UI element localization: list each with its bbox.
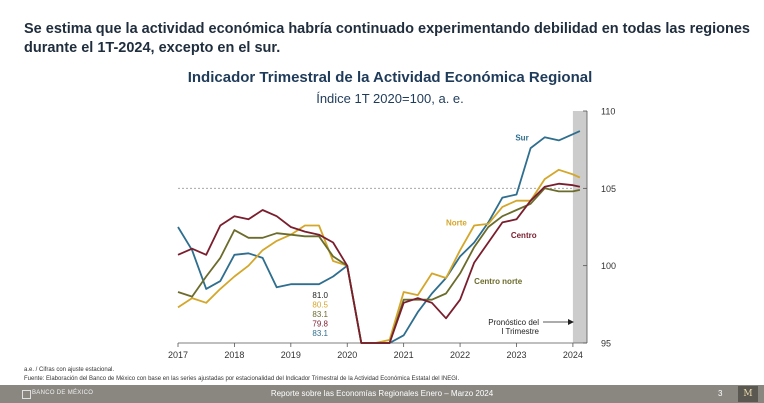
forecast-band: [572, 111, 587, 343]
y-tick-label-2: 105: [601, 184, 616, 194]
forecast-label-line2: I Trimestre: [501, 327, 539, 336]
page-number: 3: [718, 389, 723, 398]
y-tick-label-0: 95: [601, 339, 611, 349]
bank-logo-icon: M: [738, 386, 758, 402]
footer-report-title: Reporte sobre las Economías Regionales E…: [270, 389, 494, 398]
y-tick-label-3: 110: [601, 107, 615, 117]
x-tick-label-5: 2022: [450, 350, 470, 360]
drop-value-2: 83.1: [312, 310, 328, 319]
x-tick-label-4: 2021: [394, 350, 414, 360]
series-label-sur: Sur: [515, 133, 528, 142]
drop-value-4: 83.1: [312, 329, 328, 338]
chart-title-text: Indicador Trimestral de la Actividad Eco…: [187, 69, 593, 86]
forecast-arrow-head: [568, 319, 574, 325]
chart-title: Indicador Trimestral de la Actividad Eco…: [0, 69, 764, 86]
drop-value-0: 81.0: [312, 291, 328, 300]
drop-value-1: 80.5: [312, 301, 328, 310]
chart-subtitle-text: Índice 1T 2020=100, a. e.: [316, 91, 464, 106]
forecast-label-line1: Pronóstico del: [488, 318, 539, 327]
drop-value-3: 79.8: [312, 320, 328, 329]
x-tick-label-1: 2018: [224, 350, 244, 360]
chart-subtitle: Índice 1T 2020=100, a. e.: [0, 91, 764, 106]
note-abbreviation: a.e. / Cifras con ajuste estacional.: [24, 367, 115, 373]
series-line-norte: [177, 168, 581, 344]
x-tick-label-0: 2017: [168, 350, 188, 360]
chart-notes: a.e. / Cifras con ajuste estacional. Fue…: [24, 366, 459, 384]
series-label-centro: Centro: [511, 231, 537, 240]
series-line-centro: [177, 182, 581, 344]
note-source: Fuente: Elaboración del Banco de México …: [24, 376, 460, 382]
x-tick-label-6: 2023: [506, 350, 526, 360]
series-label-centro-norte: Centro norte: [474, 277, 523, 286]
x-tick-label-2: 2019: [281, 350, 301, 360]
slide-footer: BANCO DE MÉXICO Reporte sobre las Econom…: [0, 385, 764, 403]
y-tick-label-1: 100: [601, 261, 616, 271]
x-tick-label-7: 2024: [563, 350, 583, 360]
series-label-norte: Norte: [446, 218, 467, 227]
slide-headline: Se estima que la actividad económica hab…: [24, 21, 750, 56]
bank-emblem-icon: [22, 390, 31, 399]
x-tick-label-3: 2020: [337, 350, 357, 360]
footer-brand: BANCO DE MÉXICO: [32, 390, 94, 396]
